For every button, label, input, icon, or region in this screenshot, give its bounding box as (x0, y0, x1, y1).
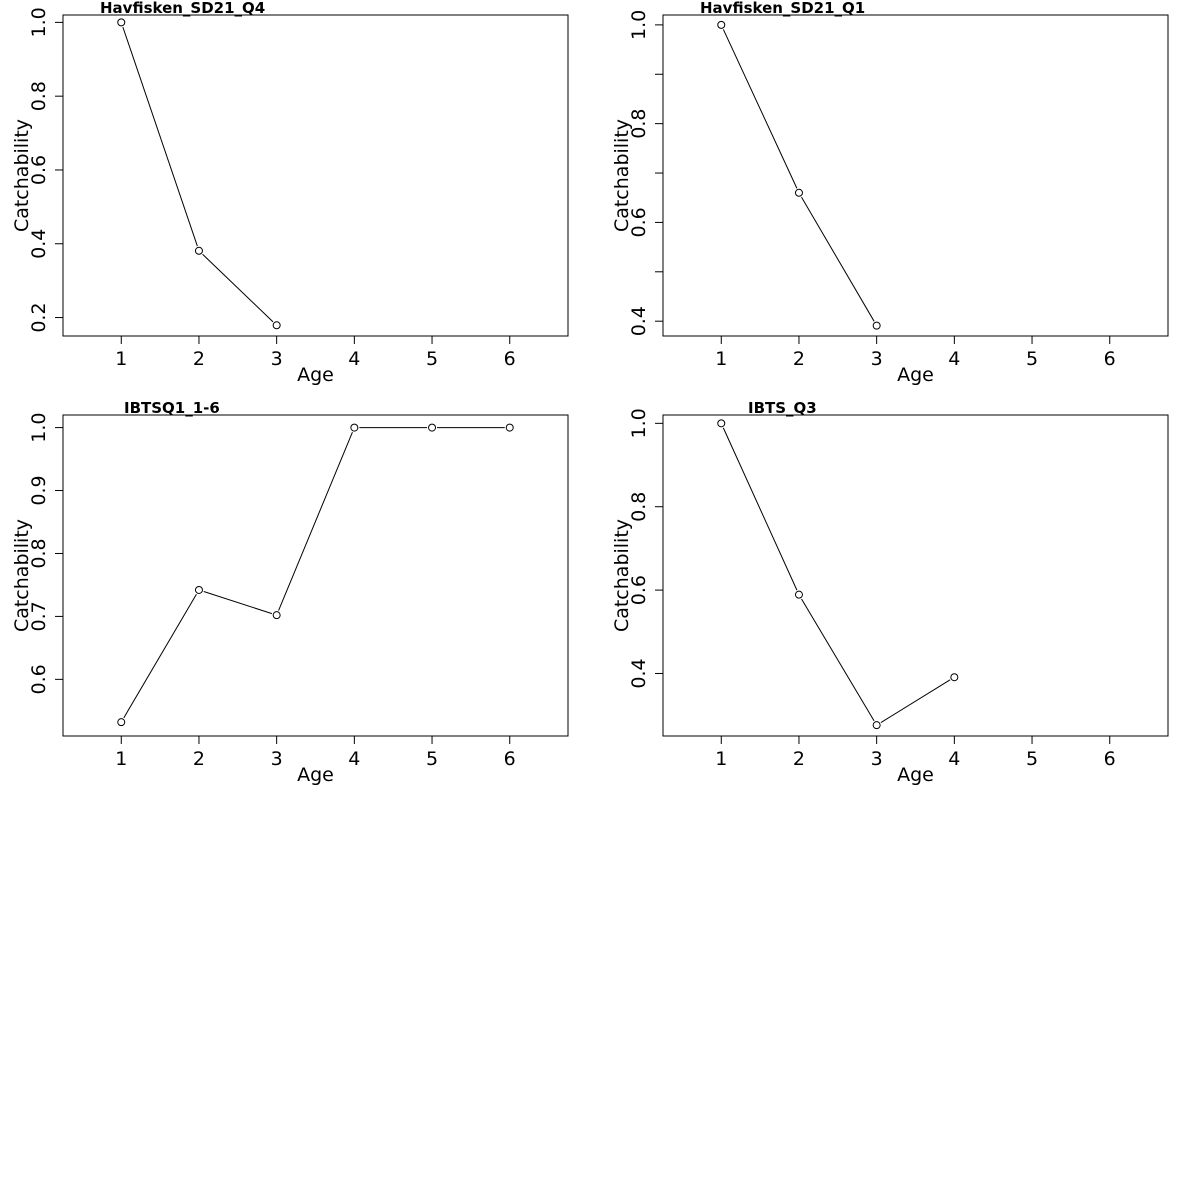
data-point (873, 722, 880, 729)
chart-panel: Havfisken_SD21_Q11 2 3 4 5 60.40.60.81.0AgeCa… (611, 0, 1168, 386)
x-axis-label: Age (897, 364, 934, 386)
x-tick-label: 3 (271, 348, 283, 370)
x-axis-label: Age (297, 364, 334, 386)
y-axis-label: Catchability (611, 519, 633, 632)
x-tick-label: 4 (948, 348, 960, 370)
y-tick-label: 0.6 (28, 664, 50, 694)
x-tick-label: 2 (793, 348, 805, 370)
x-tick-label: 6 (1104, 348, 1116, 370)
data-point (195, 586, 202, 593)
x-tick-label: 1 (115, 348, 127, 370)
x-axis-label: Age (897, 764, 934, 786)
chart-title: Havfisken_SD21_Q4 (100, 0, 265, 17)
data-point (273, 322, 280, 329)
y-axis-label: Catchability (11, 519, 33, 632)
series-line-segment (203, 254, 273, 322)
y-tick-label: 0.4 (628, 658, 650, 688)
x-tick-label: 6 (504, 348, 516, 370)
series-line-segment (204, 592, 272, 614)
data-point (273, 612, 280, 619)
data-point (351, 424, 358, 431)
plot-frame (63, 15, 568, 336)
data-point (718, 420, 725, 427)
data-point (429, 424, 436, 431)
series-line-segment (801, 197, 874, 321)
y-tick-label: 0.9 (28, 475, 50, 505)
series-line-segment (124, 594, 197, 718)
plot-frame (63, 415, 568, 736)
data-point (118, 719, 125, 726)
x-tick-label: 6 (504, 748, 516, 770)
chart-panel: Havfisken_SD21_Q41 2 3 4 5 60.20.40.60.81.0Ag… (11, 0, 568, 386)
x-tick-label: 6 (1104, 748, 1116, 770)
data-point (795, 591, 802, 598)
y-tick-label: 1.0 (28, 7, 50, 37)
series-line-segment (802, 599, 875, 721)
x-tick-label: 3 (871, 748, 883, 770)
data-point (951, 674, 958, 681)
y-tick-label: 0.2 (28, 302, 50, 332)
x-tick-label: 2 (193, 348, 205, 370)
x-tick-label: 1 (715, 748, 727, 770)
data-point (718, 21, 725, 28)
x-tick-label: 1 (715, 348, 727, 370)
chart-title: IBTSQ1_1-6 (124, 399, 220, 417)
data-point (506, 424, 513, 431)
data-point (118, 19, 125, 26)
y-axis-label: Catchability (11, 119, 33, 232)
x-tick-label: 4 (348, 748, 360, 770)
chart-title: IBTS_Q3 (748, 399, 817, 417)
data-point (195, 247, 202, 254)
series-line-segment (279, 432, 353, 610)
y-tick-label: 0.4 (28, 229, 50, 259)
chart-panel: IBTSQ1_1-61 2 3 4 5 60.60.70.80.91.0AgeCatcha… (11, 399, 568, 786)
y-tick-label: 1.0 (628, 408, 650, 438)
y-tick-label: 1.0 (628, 10, 650, 40)
plot-frame (663, 415, 1168, 736)
series-line-segment (123, 27, 197, 246)
x-tick-label: 5 (426, 748, 438, 770)
chart-title: Havfisken_SD21_Q1 (700, 0, 865, 17)
y-tick-label: 0.8 (628, 492, 650, 522)
series-line-segment (881, 680, 950, 723)
x-tick-label: 2 (793, 748, 805, 770)
series-line-segment (723, 29, 796, 188)
y-axis-label: Catchability (611, 119, 633, 232)
x-tick-label: 1 (115, 748, 127, 770)
y-tick-label: 0.4 (628, 306, 650, 336)
series-line-segment (723, 428, 797, 590)
x-tick-label: 5 (426, 348, 438, 370)
x-tick-label: 5 (1026, 348, 1038, 370)
x-tick-label: 4 (948, 748, 960, 770)
x-tick-label: 2 (193, 748, 205, 770)
x-tick-label: 4 (348, 348, 360, 370)
y-tick-label: 1.0 (28, 412, 50, 442)
y-tick-label: 0.8 (28, 81, 50, 111)
x-tick-label: 3 (871, 348, 883, 370)
x-tick-label: 3 (271, 748, 283, 770)
x-axis-label: Age (297, 764, 334, 786)
data-point (795, 189, 802, 196)
x-tick-label: 5 (1026, 748, 1038, 770)
data-point (873, 322, 880, 329)
